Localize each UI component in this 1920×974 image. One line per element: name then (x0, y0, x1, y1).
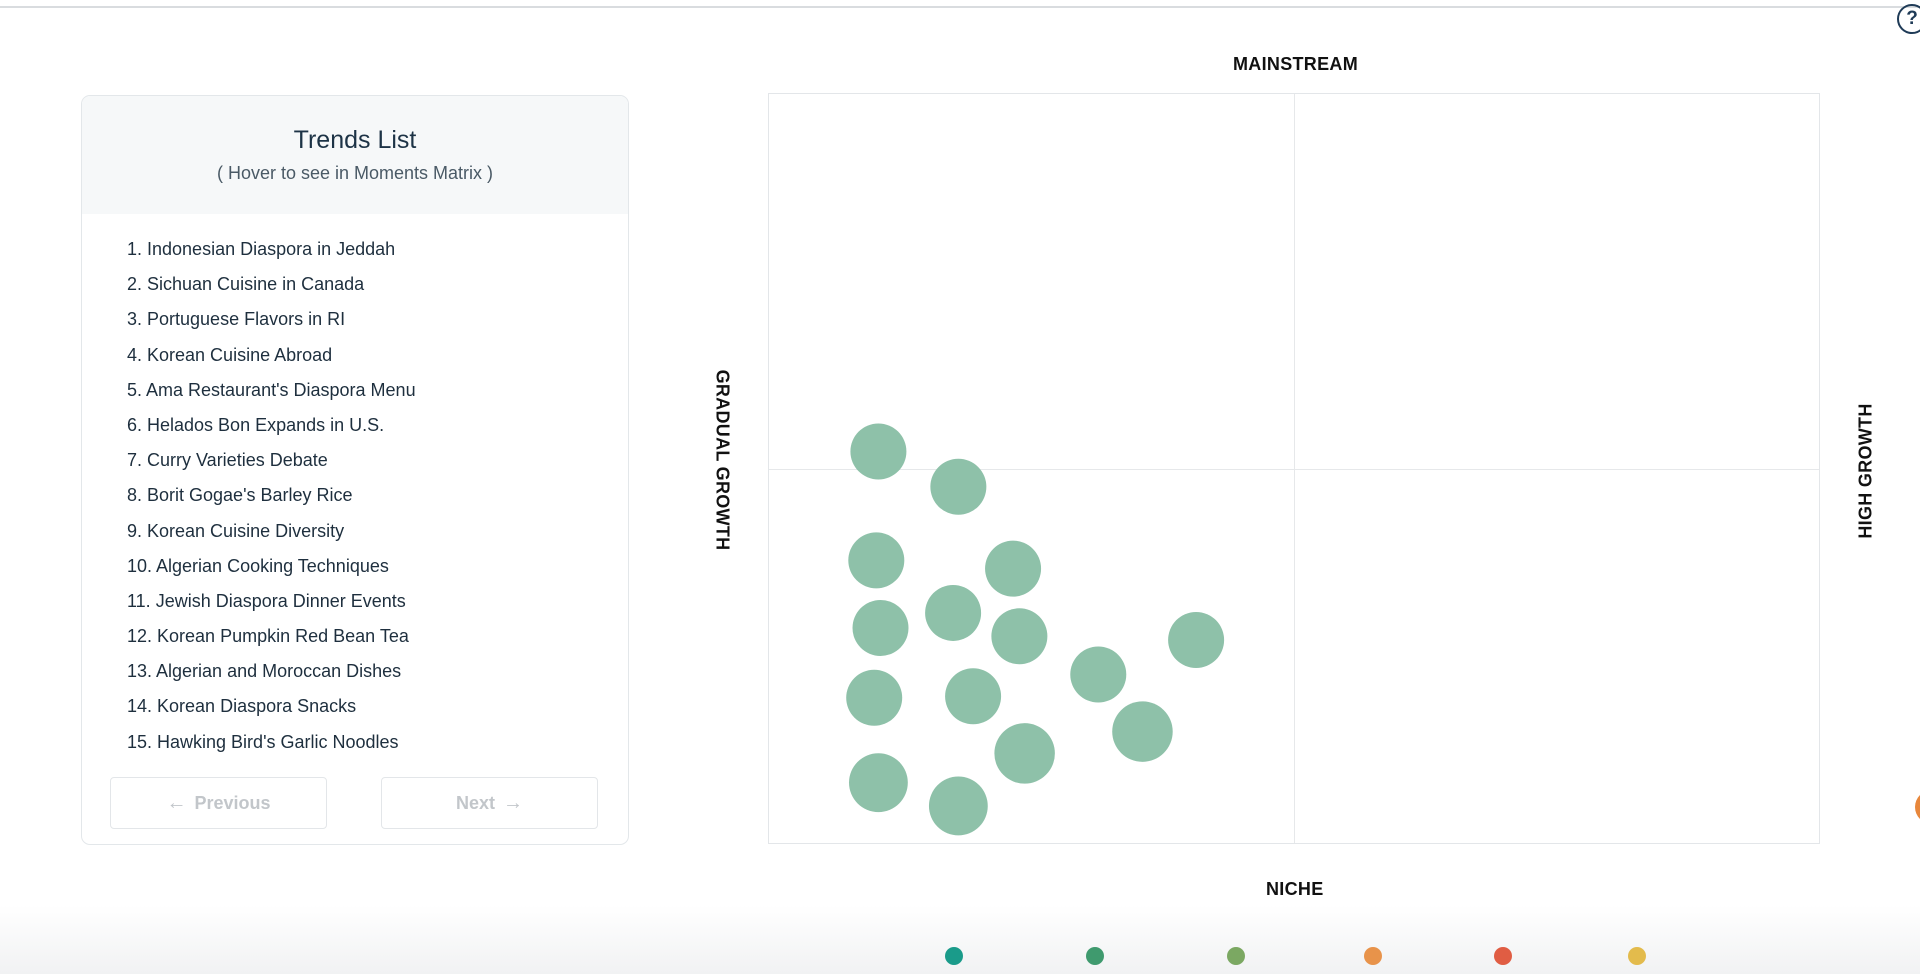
trend-item[interactable]: 1. Indonesian Diaspora in Jeddah (127, 239, 396, 259)
arrow-left-icon: ← (166, 791, 187, 814)
trend-item[interactable]: 13. Algerian and Moroccan Dishes (127, 661, 402, 682)
trend-list: 1. Indonesian Diaspora in Jeddah 2. Sich… (82, 214, 628, 760)
trend-item[interactable]: 6. Helados Bon Expands in U.S. (127, 414, 385, 435)
trend-item[interactable]: 12. Korean Pumpkin Red Bean Tea (127, 626, 409, 647)
trend-bubble-15[interactable] (928, 776, 988, 836)
trends-list-header: Trends List ( Hover to see in Moments Ma… (82, 96, 628, 214)
trend-item[interactable]: 7. Curry Varieties Debate (127, 450, 328, 471)
legend-dot-1[interactable] (945, 947, 963, 965)
trend-bubble-12[interactable] (1112, 701, 1173, 762)
trend-item[interactable]: 8. Borit Gogae's Barley Rice (127, 485, 353, 506)
trend-bubble-7[interactable] (991, 608, 1048, 665)
legend-dot-2[interactable] (1086, 947, 1104, 965)
previous-button[interactable]: ← Previous (110, 777, 327, 829)
trend-item[interactable]: 10. Algerian Cooking Techniques (127, 555, 389, 576)
trends-list-title: Trends List (293, 126, 417, 154)
trend-bubble-8[interactable] (1168, 611, 1225, 668)
trend-bubble-3[interactable] (848, 532, 905, 589)
top-divider (0, 6, 1920, 8)
pagination: ← Previous Next → (82, 777, 628, 829)
floating-action-icon[interactable] (1915, 790, 1920, 824)
trend-item[interactable]: 15. Hawking Bird's Garlic Noodles (127, 731, 399, 752)
legend-dot-5[interactable] (1494, 947, 1512, 965)
trend-bubble-14[interactable] (849, 753, 908, 813)
trend-item[interactable]: 11. Jewish Diaspora Dinner Events (127, 590, 406, 611)
trend-item[interactable]: 9. Korean Cuisine Diversity (127, 520, 345, 541)
trend-bubble-6[interactable] (852, 599, 909, 656)
trend-item[interactable]: 5. Ama Restaurant's Diaspora Menu (127, 379, 416, 400)
bubble-layer (846, 423, 1225, 836)
moments-matrix (768, 93, 1820, 844)
axis-label-gradual-growth: GRADUAL GROWTH (712, 369, 733, 551)
trends-list-subtitle: ( Hover to see in Moments Matrix ) (216, 163, 494, 183)
trend-bubble-4[interactable] (985, 540, 1042, 597)
axis-label-mainstream: MAINSTREAM (1233, 54, 1358, 74)
axis-label-high-growth: HIGH GROWTH (1855, 403, 1876, 539)
trend-item[interactable]: 14. Korean Diaspora Snacks (127, 696, 357, 717)
next-label: Next (455, 792, 495, 813)
next-button[interactable]: Next → (381, 777, 598, 829)
help-icon[interactable]: ? (1897, 4, 1920, 34)
trend-bubble-11[interactable] (945, 668, 1002, 725)
trend-item[interactable]: 4. Korean Cuisine Abroad (127, 344, 333, 365)
legend-dot-4[interactable] (1364, 947, 1382, 965)
axis-label-niche: NICHE (1266, 879, 1324, 899)
arrow-right-icon: → (503, 791, 523, 814)
trend-item[interactable]: 3. Portuguese Flavors in RI (127, 309, 346, 330)
legend-dot-3[interactable] (1227, 947, 1245, 965)
matrix-horizontal-divider (769, 469, 1819, 470)
trends-list-panel: Trends List ( Hover to see in Moments Ma… (81, 95, 629, 845)
legend-dot-6[interactable] (1628, 947, 1646, 965)
trend-item[interactable]: 2. Sichuan Cuisine in Canada (127, 274, 365, 295)
trend-bubble-1[interactable] (850, 423, 907, 480)
trend-bubble-9[interactable] (1070, 646, 1127, 703)
trend-bubble-2[interactable] (930, 458, 987, 515)
previous-label: Previous (194, 792, 271, 813)
matrix-vertical-divider (1294, 94, 1295, 843)
trend-bubble-10[interactable] (846, 669, 903, 726)
trend-bubble-13[interactable] (994, 723, 1055, 784)
trend-bubble-5[interactable] (925, 584, 982, 641)
